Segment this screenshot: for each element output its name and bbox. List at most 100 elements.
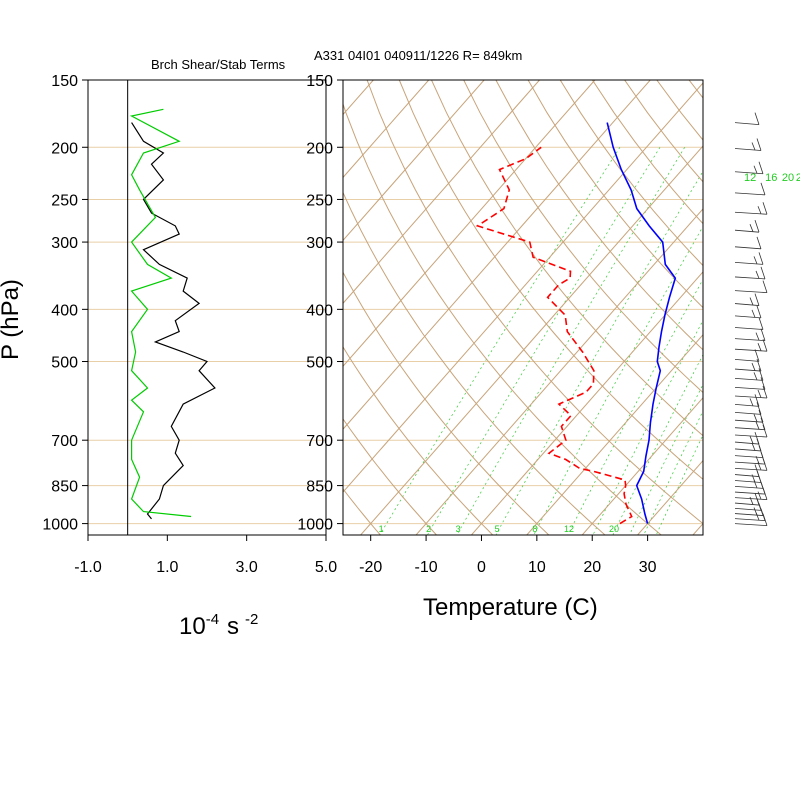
left-y-tick-label: 250 [51, 192, 78, 209]
wind-barb-flag [750, 398, 753, 406]
wind-barb-flag [757, 402, 761, 414]
left-x-tick-label: 3.0 [236, 559, 258, 576]
isotherm-line [0, 80, 207, 535]
isotherm-line [416, 80, 800, 535]
mixing-ratio-labels: 121620242832 [744, 172, 800, 184]
left-isobar-grid [88, 147, 326, 523]
right-series-line-0 [607, 123, 675, 524]
isotherm-line [361, 80, 761, 535]
wind-barb [735, 432, 759, 444]
dry-adiabat-line [303, 80, 605, 535]
wind-barb-staff [735, 404, 759, 406]
left-x-tick-label: -1.0 [74, 559, 102, 576]
bottom-mixing-label: 1 [379, 524, 384, 534]
wind-barb-flag [761, 183, 765, 195]
dry-adiabat-line [174, 80, 381, 535]
right-frame [343, 80, 703, 535]
wind-barb-staff [735, 412, 761, 414]
mixing-ratio-line [644, 147, 800, 535]
wind-barb-flag [752, 310, 755, 318]
wind-barb [735, 329, 765, 341]
dry-adiabat-line [786, 80, 800, 535]
wind-barb-flag [755, 294, 759, 306]
wind-barb-staff [735, 304, 759, 306]
mixing-ratio-line [593, 147, 798, 535]
skewed-isotherms [0, 80, 800, 535]
mixing-ratio-line [568, 147, 777, 535]
wind-barb-flag [750, 497, 753, 505]
mixing-ratio-label: 24 [796, 172, 800, 184]
right-isobar-grid [343, 147, 703, 523]
left-y-tick-label: 700 [51, 433, 78, 450]
left-y-tick-label: 300 [51, 235, 78, 252]
dry-adiabat-line [625, 80, 800, 535]
right-y-tick-label: 250 [306, 192, 333, 209]
dry-adiabat-line [560, 80, 800, 535]
dry-adiabat-line [689, 80, 800, 535]
isotherm-line [139, 80, 539, 535]
mixing-ratio-line [496, 147, 717, 535]
xlabel-exp1: -4 [206, 611, 219, 628]
wind-barb [735, 402, 761, 414]
left-y-tick-label: 200 [51, 140, 78, 157]
left-x-tick-label: 5.0 [315, 559, 337, 576]
wind-barb-staff [735, 148, 761, 150]
mixing-ratio-label: 20 [782, 172, 794, 184]
right-y-tick-label: 1000 [297, 517, 333, 534]
wind-barb-flag [763, 339, 767, 351]
mixing-ratio-label: 16 [765, 172, 777, 184]
wind-barb-staff [735, 456, 763, 458]
isotherm-line [305, 80, 705, 535]
wind-barb-flag [757, 138, 761, 150]
wind-barb-flag [755, 220, 759, 232]
isotherm-line [693, 80, 800, 535]
wind-barb-flag [755, 394, 759, 406]
right-x-tick-label: 0 [477, 559, 486, 576]
wind-barb-staff [735, 328, 763, 330]
wind-barb-staff [735, 428, 765, 430]
right-series-line-1 [478, 147, 632, 523]
wind-barb [735, 439, 761, 451]
mixing-ratio-line [656, 147, 800, 535]
left-frame [88, 80, 326, 535]
wind-barb [735, 220, 759, 232]
wind-barb-flag [763, 514, 767, 526]
wind-barb-flag [758, 343, 761, 351]
wind-barb-flag [750, 224, 753, 232]
dry-adiabat-line [528, 80, 800, 535]
wind-barb-flag [763, 458, 767, 470]
left-y-tick-label: 150 [51, 73, 78, 90]
xlabel-exp2: -2 [245, 611, 258, 628]
wind-barb-flag [761, 418, 765, 430]
right-y-tick-label: 850 [306, 479, 333, 496]
mixing-ratio-line [380, 147, 620, 535]
xlabel-unit: s [227, 613, 239, 640]
wind-barb [735, 294, 759, 306]
wind-barb-staff [735, 524, 767, 526]
wind-barb-flag [759, 162, 763, 174]
wind-barb-flag [756, 513, 759, 521]
wind-barb-staff [735, 230, 759, 232]
wind-barb-flag [763, 281, 767, 293]
right-x-axis-label: Temperature (C) [423, 594, 598, 621]
right-series-group [478, 123, 676, 524]
wind-barb-staff [735, 449, 761, 451]
bottom-mixing-label: 5 [495, 524, 500, 534]
wind-barb [735, 202, 767, 214]
left-panel-title: Brch Shear/Stab Terms [151, 57, 286, 72]
wind-barb [735, 458, 767, 470]
wind-barb-staff [735, 277, 765, 279]
wind-barb-flag [759, 410, 763, 422]
left-y-tick-label: 1000 [42, 517, 78, 534]
bottom-mixing-label: 12 [564, 524, 574, 534]
wind-barb-staff [735, 435, 767, 437]
wind-barb [735, 349, 759, 361]
wind-barb [735, 465, 759, 477]
wind-barb-flag [756, 422, 759, 430]
wind-barb-staff [735, 212, 767, 214]
y-axis-label: P (hPa) [0, 279, 24, 360]
wind-barb-flag [763, 386, 767, 398]
wind-barb [735, 138, 761, 150]
wind-barb [735, 425, 767, 437]
